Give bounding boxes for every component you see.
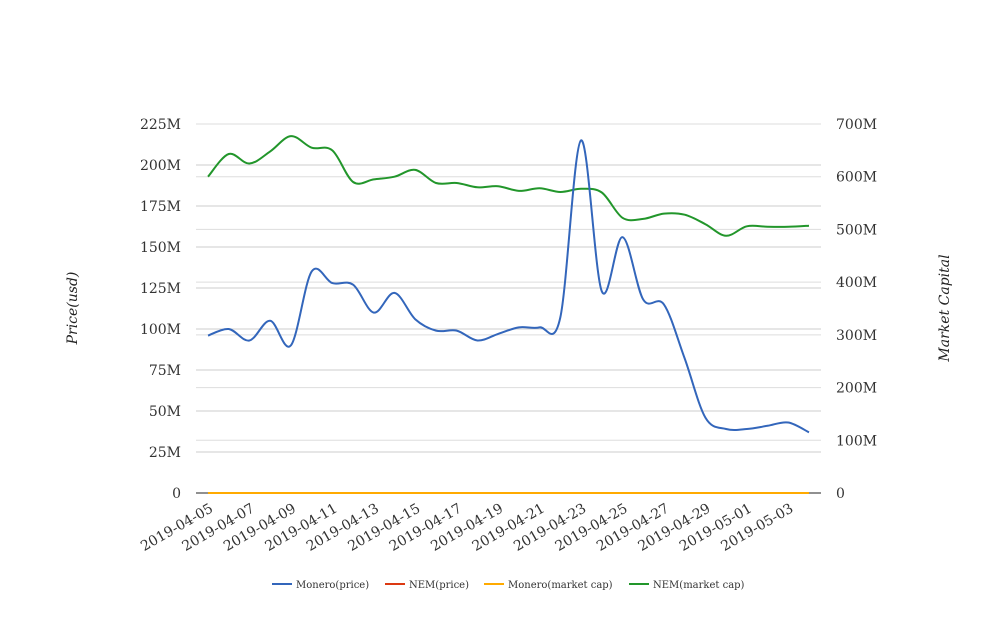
y-tick-right: 100M (836, 433, 877, 449)
y-tick-right: 500M (836, 222, 877, 238)
y-tick-right: 600M (836, 170, 877, 186)
y-tick-left: 25M (149, 445, 181, 461)
legend-label: Monero(price) (296, 580, 369, 591)
y-tick-right: 0 (836, 486, 845, 502)
y-tick-left: 200M (140, 158, 181, 174)
y-tick-left: 175M (140, 199, 181, 215)
y-tick-right: 400M (836, 275, 877, 291)
grid-lines (196, 123, 821, 453)
legend-label: Monero(market cap) (508, 580, 613, 591)
y-tick-left: 100M (140, 322, 181, 338)
series-line-monero-price (207, 139, 810, 434)
y-tick-right: 700M (836, 117, 877, 133)
series-lines (207, 135, 810, 495)
legend-label: NEM(price) (409, 580, 469, 591)
y-tick-left: 50M (149, 404, 181, 420)
y-tick-left: 225M (140, 117, 181, 133)
y-tick-left: 125M (140, 281, 181, 297)
y-axis-label-left: Price(usd) (65, 272, 81, 346)
legend: Monero(price) NEM(price) Monero(market cap… (272, 580, 745, 591)
y-tick-right: 200M (836, 381, 877, 397)
series-line-nem-market-cap (207, 135, 810, 237)
y-tick-right: 300M (836, 328, 877, 344)
y-axis-label-right: Market Capital (937, 254, 953, 362)
y-tick-left: 0 (172, 486, 181, 502)
y-tick-left: 75M (149, 363, 181, 379)
tick-labels: 0 25M 50M 75M 100M 125M 150M 175M 200M 225M 0 100M 2… (138, 117, 877, 555)
y-tick-left: 150M (140, 240, 181, 256)
legend-label: NEM(market cap) (653, 580, 745, 591)
